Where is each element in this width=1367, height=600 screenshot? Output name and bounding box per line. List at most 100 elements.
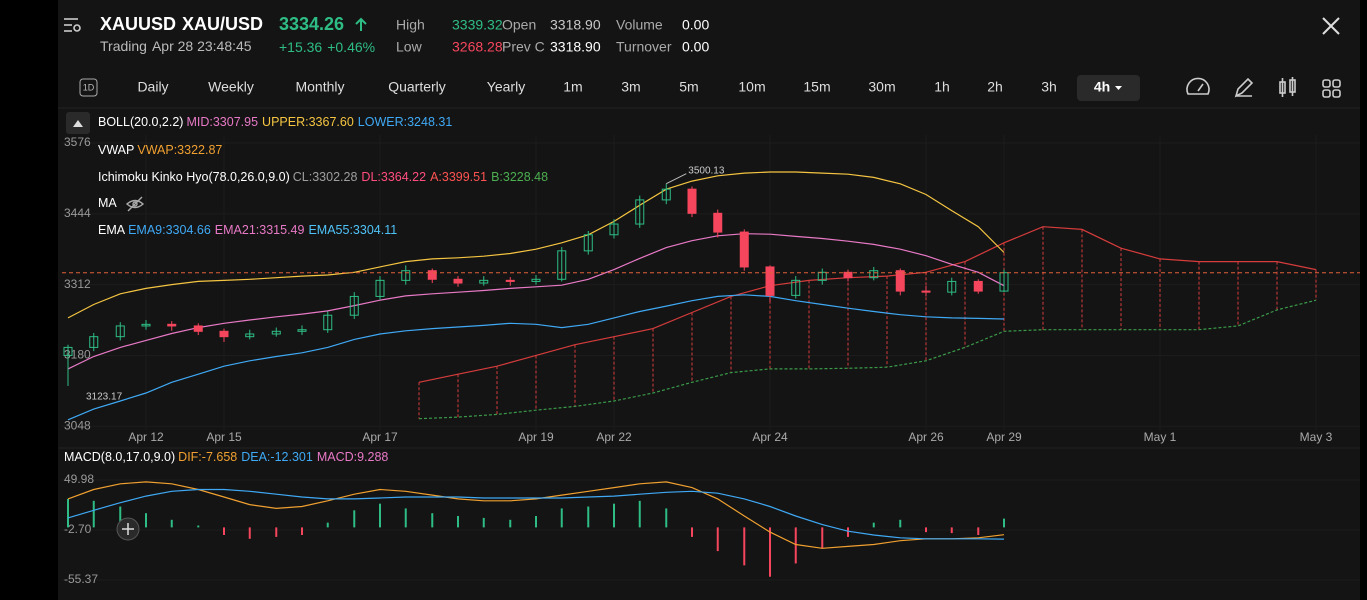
candle-body	[817, 271, 827, 281]
candle-body	[583, 234, 593, 252]
visibility-icon[interactable]	[125, 196, 145, 212]
period-button[interactable]: 15m	[803, 79, 830, 95]
indicator-value: LOWER:3248.31	[358, 115, 453, 129]
period-button[interactable]: Daily	[137, 79, 168, 95]
draw-icon[interactable]	[1234, 77, 1254, 98]
crosshair-button[interactable]	[116, 517, 140, 541]
y-tick-label: 49.98	[64, 472, 94, 486]
stat-label: High	[396, 17, 425, 33]
x-tick-label: Apr 19	[518, 430, 554, 444]
indicator-value: MID:3307.95	[186, 115, 258, 129]
indicator-name: MA	[98, 196, 117, 210]
stat-label: Volume	[616, 17, 663, 33]
candle-body	[661, 188, 671, 201]
change: +15.36	[279, 39, 322, 55]
boll-band	[67, 294, 1005, 421]
macd-bar	[638, 500, 641, 528]
period-button[interactable]: 30m	[868, 79, 895, 95]
stat-label: Prev C	[502, 39, 545, 55]
period-button[interactable]: 2h	[987, 79, 1003, 95]
x-tick-label: May 3	[1300, 430, 1333, 444]
high-label: 3500.13	[688, 165, 725, 176]
indicator-value: UPPER:3367.60	[262, 115, 354, 129]
candle-body	[921, 290, 931, 293]
indicator-value: VWAP:3322.87	[137, 143, 222, 157]
macd-bar	[743, 527, 746, 566]
macd-bar	[613, 503, 616, 528]
stat-value: 3339.32	[452, 17, 503, 33]
period-button[interactable]: Monthly	[295, 79, 344, 95]
x-tick-label: Apr 24	[752, 430, 788, 444]
chart-layer: 3576 3444 3312 3180 3048 Apr 12 Apr 15 Apr 17 Ap…	[62, 135, 1360, 586]
macd-bar	[977, 527, 980, 535]
indicator-value: CL:3302.28	[293, 170, 358, 184]
candle-body	[401, 270, 411, 281]
layout-icon[interactable]	[1322, 79, 1341, 98]
x-tick-label: May 1	[1144, 430, 1177, 444]
stat-label: Open	[502, 17, 536, 33]
macd-bar	[92, 500, 95, 528]
candle-body	[115, 325, 125, 338]
y-tick-label: 3312	[64, 277, 91, 291]
candle-body	[947, 280, 957, 293]
macd-bar	[1003, 518, 1006, 528]
stat-label: Low	[396, 39, 423, 55]
indicator-legend: MACD(8.0,17.0,9.0) DIF:-7.658 DEA:-12.301 M…	[64, 450, 388, 464]
stat-value: 0.00	[682, 17, 709, 33]
macd-bar	[145, 513, 148, 528]
candle-body	[271, 330, 281, 335]
candle-body	[765, 266, 775, 296]
y-tick-label: 3048	[64, 418, 91, 432]
selected-period[interactable]: 4h	[1094, 79, 1110, 95]
period-button[interactable]: 3h	[1041, 79, 1057, 95]
candle-body	[453, 278, 463, 284]
speed-icon[interactable]	[1186, 77, 1210, 95]
macd-bar	[170, 519, 173, 528]
status: Trading	[100, 38, 147, 54]
stat-value: 0.00	[682, 39, 709, 55]
macd-line	[67, 488, 1005, 540]
indicator-value: EMA9:3304.66	[128, 223, 211, 237]
period-button[interactable]: Yearly	[487, 79, 525, 95]
candle-body	[895, 270, 905, 292]
candle-icon[interactable]	[1279, 77, 1296, 97]
candle-body	[349, 295, 359, 316]
candle-body	[609, 223, 619, 236]
boll-band	[67, 171, 1005, 319]
x-tick-label: Apr 17	[362, 430, 398, 444]
candle-body	[479, 279, 489, 284]
indicator-value: DEA:-12.301	[241, 450, 313, 464]
interval-icon-label: 1D	[83, 82, 95, 92]
symbol: XAUUSD	[100, 14, 176, 34]
period-button[interactable]: 1m	[563, 79, 582, 95]
macd-bar	[769, 527, 772, 577]
candle-body	[531, 278, 541, 282]
close-button[interactable]	[1322, 17, 1340, 35]
stat-label: Turnover	[616, 39, 672, 55]
candle-body	[297, 329, 307, 332]
macd-bar	[821, 527, 824, 549]
period-button[interactable]: Quarterly	[388, 79, 446, 95]
interval-1d-button[interactable]: 1D	[79, 78, 98, 97]
macd-bar	[899, 519, 902, 528]
symbol-name: XAU/USD	[182, 14, 263, 34]
macd-bar	[716, 527, 719, 552]
candle-body	[167, 323, 177, 327]
macd-bar	[950, 527, 953, 534]
candle-body	[999, 272, 1009, 292]
last-price: 3334.26	[279, 14, 344, 34]
low-label: 3123.17	[86, 392, 123, 403]
candle-body	[687, 188, 697, 214]
period-button[interactable]: 1h	[934, 79, 950, 95]
period-button[interactable]: Weekly	[208, 79, 254, 95]
period-button[interactable]: 10m	[738, 79, 765, 95]
candle-body	[219, 330, 229, 338]
candle-body	[141, 323, 151, 327]
candle-body	[89, 336, 99, 348]
menu-icon[interactable]	[64, 18, 81, 32]
indicator-value: EMA55:3304.11	[308, 223, 397, 237]
period-button[interactable]: 5m	[679, 79, 698, 95]
period-button[interactable]: 3m	[621, 79, 640, 95]
x-tick-label: Apr 29	[986, 430, 1022, 444]
